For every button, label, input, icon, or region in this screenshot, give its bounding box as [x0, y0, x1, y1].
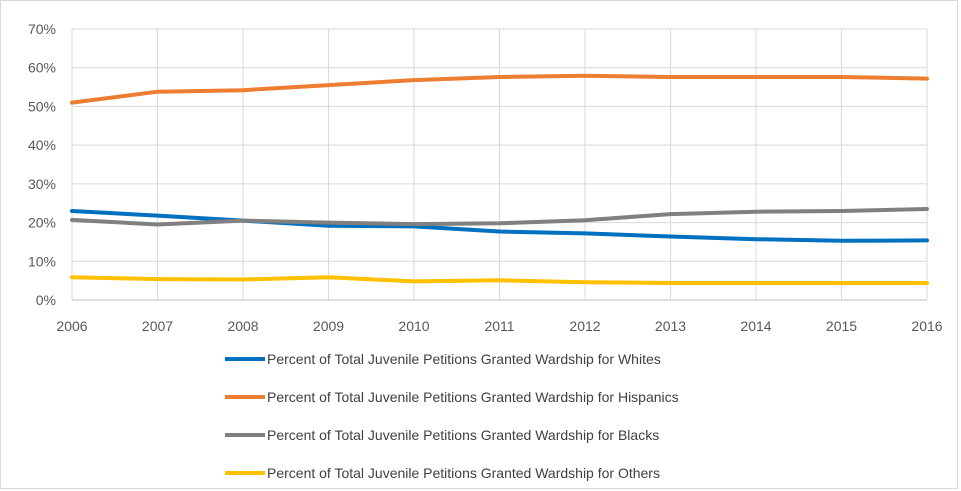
x-axis-ticks: 2006 2007 2008 2009 2010 2011 2012 2013 2014 2015…: [56, 318, 942, 334]
y-tick-label: 60%: [28, 60, 56, 76]
y-tick-label: 20%: [28, 215, 56, 231]
x-tick-label: 2016: [911, 318, 942, 334]
x-tick-label: 2014: [740, 318, 771, 334]
legend: Percent of Total Juvenile Petitions Gran…: [225, 351, 679, 481]
x-tick-label: 2012: [569, 318, 600, 334]
x-tick-label: 2013: [655, 318, 686, 334]
legend-label: Percent of Total Juvenile Petitions Gran…: [267, 351, 661, 367]
y-tick-label: 50%: [28, 98, 56, 114]
series-lines: [70, 73, 929, 285]
x-tick-label: 2008: [227, 318, 258, 334]
y-tick-label: 70%: [28, 21, 56, 37]
series-line-2: [70, 73, 929, 105]
x-tick-label: 2011: [484, 318, 514, 334]
x-tick-label: 2006: [56, 318, 87, 334]
y-tick-label: 30%: [28, 176, 56, 192]
y-tick-label: 40%: [28, 137, 56, 153]
y-axis-ticks: 0% 10% 20% 30% 40% 50% 60% 70%: [28, 21, 56, 308]
gridlines: [71, 28, 928, 301]
series-line-3: [70, 207, 929, 227]
y-tick-label: 0%: [36, 292, 56, 308]
series-line-4: [70, 275, 929, 285]
x-tick-label: 2007: [142, 318, 173, 334]
legend-label: Percent of Total Juvenile Petitions Gran…: [267, 427, 659, 443]
legend-label: Percent of Total Juvenile Petitions Gran…: [267, 389, 679, 405]
x-tick-label: 2009: [313, 318, 344, 334]
series-line-1: [70, 209, 929, 243]
x-tick-label: 2015: [826, 318, 857, 334]
legend-label: Percent of Total Juvenile Petitions Gran…: [267, 465, 660, 481]
x-tick-label: 2010: [398, 318, 429, 334]
y-tick-label: 10%: [28, 253, 56, 269]
